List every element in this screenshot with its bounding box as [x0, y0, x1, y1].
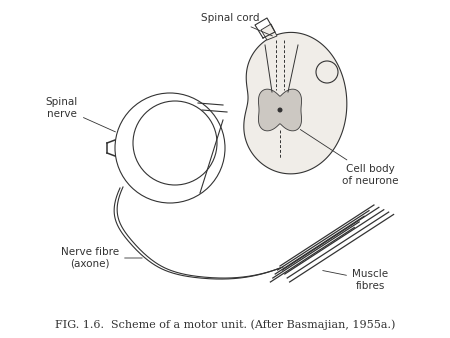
- Polygon shape: [244, 32, 347, 174]
- Text: Spinal cord: Spinal cord: [201, 13, 272, 36]
- Text: Nerve fibre
(axone): Nerve fibre (axone): [61, 247, 142, 269]
- Text: Cell body
of neurone: Cell body of neurone: [300, 129, 398, 186]
- Circle shape: [316, 61, 338, 83]
- Polygon shape: [258, 89, 302, 131]
- Polygon shape: [261, 24, 277, 40]
- Text: Spinal
nerve: Spinal nerve: [46, 97, 116, 132]
- Text: Muscle
fibres: Muscle fibres: [323, 269, 388, 291]
- Text: FIG. 1.6.  Scheme of a motor unit. (After Basmajian, 1955a.): FIG. 1.6. Scheme of a motor unit. (After…: [55, 320, 395, 330]
- Circle shape: [278, 107, 283, 113]
